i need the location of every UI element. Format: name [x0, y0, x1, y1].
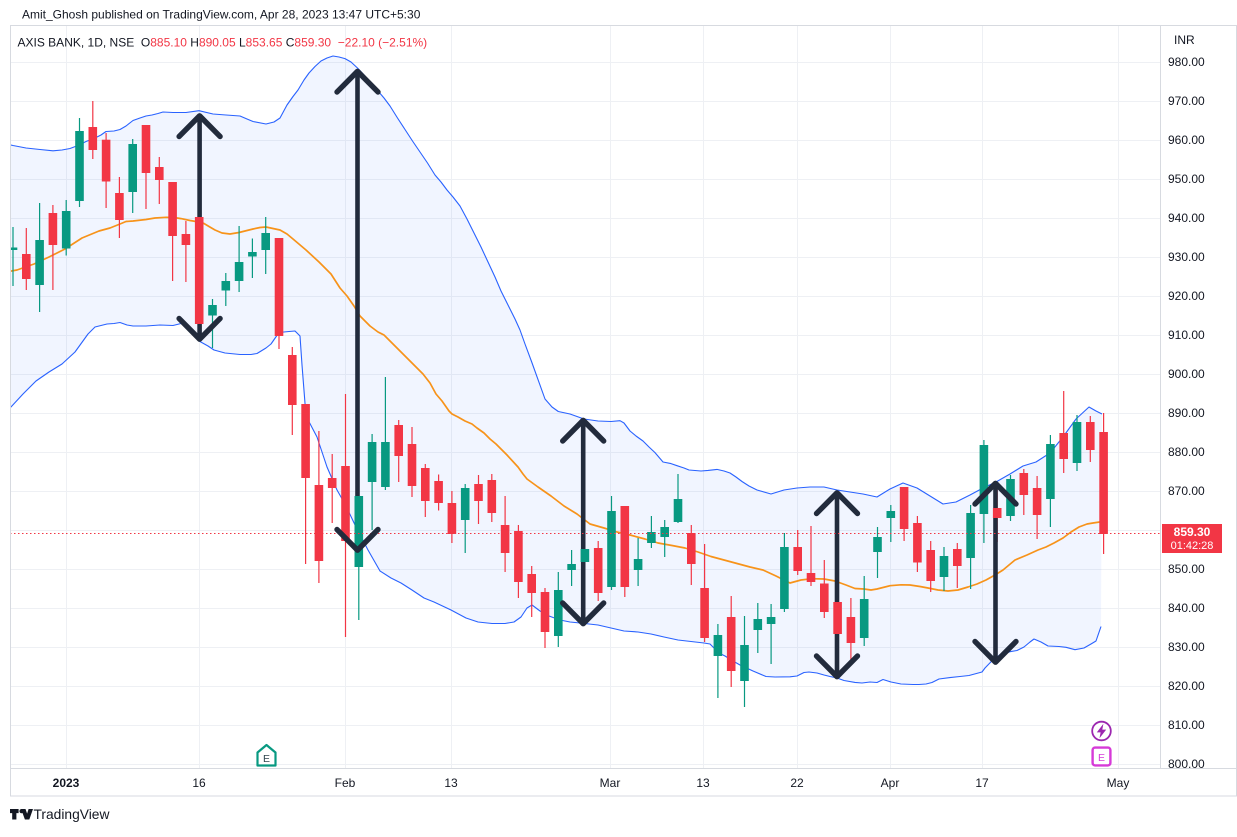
svg-text:17: 17: [975, 776, 989, 790]
svg-text:AXIS BANK, 1D, NSE O885.10 H8: AXIS BANK, 1D, NSE O885.10 H890.05 L853.…: [18, 36, 428, 50]
svg-text:Feb: Feb: [335, 776, 356, 790]
svg-text:13: 13: [444, 776, 458, 790]
svg-text:22: 22: [790, 776, 804, 790]
svg-text:01:42:28: 01:42:28: [1171, 540, 1214, 552]
svg-text:May: May: [1107, 776, 1130, 790]
svg-text:850.00: 850.00: [1168, 562, 1205, 576]
svg-text:920.00: 920.00: [1168, 289, 1205, 303]
svg-text:820.00: 820.00: [1168, 679, 1205, 693]
svg-text:880.00: 880.00: [1168, 445, 1205, 459]
svg-text:810.00: 810.00: [1168, 718, 1205, 732]
svg-text:830.00: 830.00: [1168, 640, 1205, 654]
svg-text:930.00: 930.00: [1168, 250, 1205, 264]
svg-text:E: E: [263, 753, 270, 765]
svg-text:980.00: 980.00: [1168, 55, 1205, 69]
svg-text:Amit_Ghosh published on Tradin: Amit_Ghosh published on TradingView.com,…: [22, 8, 421, 22]
svg-text:2023: 2023: [53, 776, 80, 790]
svg-text:910.00: 910.00: [1168, 328, 1205, 342]
svg-text:13: 13: [696, 776, 710, 790]
svg-text:970.00: 970.00: [1168, 94, 1205, 108]
svg-text:TradingView: TradingView: [34, 807, 110, 822]
svg-text:960.00: 960.00: [1168, 133, 1205, 147]
svg-text:16: 16: [192, 776, 206, 790]
svg-text:E: E: [1098, 752, 1105, 764]
svg-text:INR: INR: [1174, 33, 1195, 47]
svg-text:Apr: Apr: [881, 776, 900, 790]
svg-text:840.00: 840.00: [1168, 601, 1205, 615]
svg-text:Mar: Mar: [600, 776, 621, 790]
svg-text:940.00: 940.00: [1168, 211, 1205, 225]
svg-text:890.00: 890.00: [1168, 406, 1205, 420]
svg-text:859.30: 859.30: [1174, 525, 1211, 539]
svg-text:870.00: 870.00: [1168, 484, 1205, 498]
svg-text:950.00: 950.00: [1168, 172, 1205, 186]
svg-text:900.00: 900.00: [1168, 367, 1205, 381]
svg-text:800.00: 800.00: [1168, 757, 1205, 771]
